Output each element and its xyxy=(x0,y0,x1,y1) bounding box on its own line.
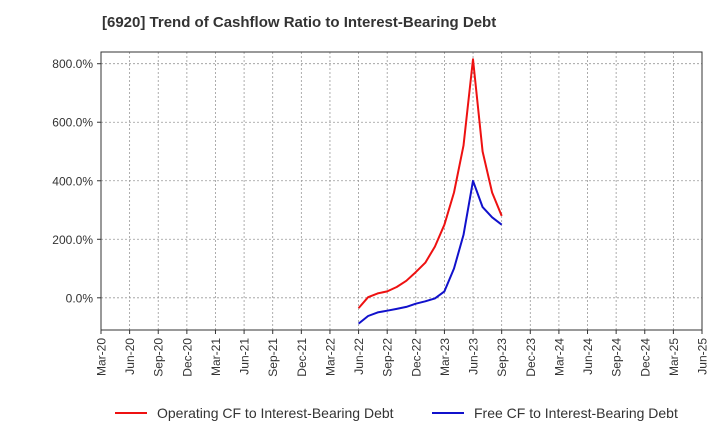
x-tick-label: Sep-24 xyxy=(610,338,624,377)
x-tick-label: Jun-20 xyxy=(123,338,137,375)
x-tick-label: Sep-22 xyxy=(381,338,395,377)
chart-title: [6920] Trend of Cashflow Ratio to Intere… xyxy=(102,14,497,31)
x-tick-label: Dec-24 xyxy=(638,338,652,377)
x-tick-label: Dec-20 xyxy=(180,338,194,377)
x-tick-label: Jun-24 xyxy=(581,338,595,375)
y-tick-label: 0.0% xyxy=(66,291,94,305)
x-tick-label: Mar-20 xyxy=(95,338,109,376)
x-tick-label: Mar-24 xyxy=(552,338,566,376)
y-tick-label: 200.0% xyxy=(52,233,93,247)
x-tick-label: Sep-20 xyxy=(152,338,166,377)
plot-area xyxy=(100,51,703,331)
x-tick-label: Jun-23 xyxy=(467,338,481,375)
x-tick-label: Jun-22 xyxy=(352,338,366,375)
legend-label-free-cf: Free CF to Interest-Bearing Debt xyxy=(474,405,678,421)
legend-label-operating-cf: Operating CF to Interest-Bearing Debt xyxy=(157,405,394,421)
legend-item-free-cf: Free CF to Interest-Bearing Debt xyxy=(432,405,678,421)
x-axis-ticks: Mar-20 Jun-20 Sep-20 Dec-20 Mar-21 Jun-21 Sep-… xyxy=(95,330,710,377)
x-tick-label: Mar-21 xyxy=(209,338,223,376)
x-tick-label: Sep-21 xyxy=(266,338,280,377)
x-tick-label: Dec-21 xyxy=(295,338,309,377)
x-tick-label: Sep-23 xyxy=(495,338,509,377)
x-tick-label: Jun-25 xyxy=(696,338,710,375)
y-tick-label: 600.0% xyxy=(52,116,93,130)
legend-swatch-operating-cf xyxy=(115,412,147,414)
y-tick-label: 400.0% xyxy=(52,174,93,188)
x-tick-label: Dec-23 xyxy=(524,338,538,377)
grid-lines xyxy=(100,52,703,330)
y-axis-ticks: 0.0% 200.0% 400.0% 600.0% 800.0% xyxy=(52,57,101,305)
series-line-0 xyxy=(357,58,503,309)
x-tick-label: Mar-23 xyxy=(438,338,452,376)
legend-swatch-free-cf xyxy=(432,412,464,414)
series-line-1 xyxy=(357,179,503,325)
x-tick-label: Jun-21 xyxy=(238,338,252,375)
x-tick-label: Mar-25 xyxy=(667,338,681,376)
legend: Operating CF to Interest-Bearing Debt Fr… xyxy=(0,405,720,425)
series-lines xyxy=(357,58,503,325)
x-tick-label: Dec-22 xyxy=(409,338,423,377)
x-tick-label: Mar-22 xyxy=(323,338,337,376)
legend-item-operating-cf: Operating CF to Interest-Bearing Debt xyxy=(115,405,394,421)
y-tick-label: 800.0% xyxy=(52,57,93,71)
